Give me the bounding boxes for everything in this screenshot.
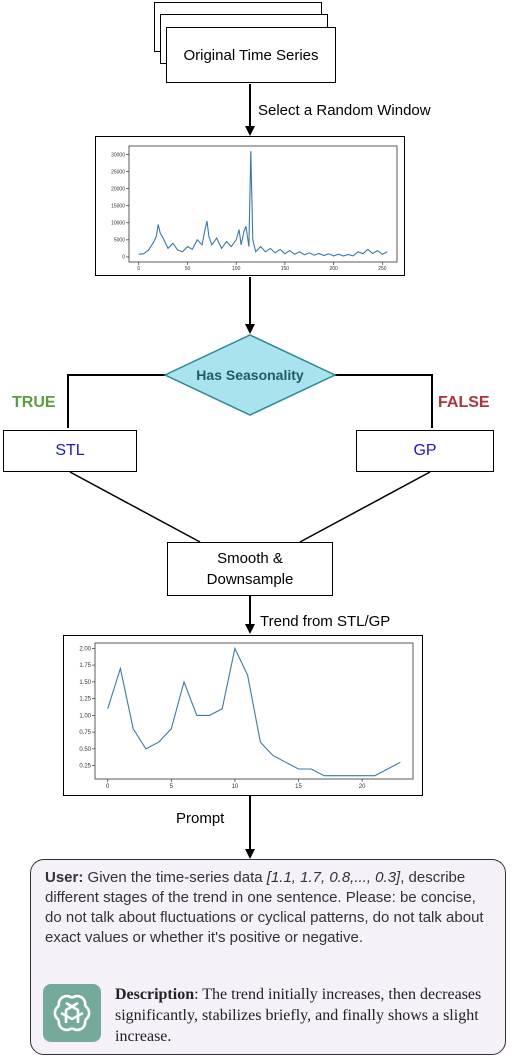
smooth-label-line1: Smooth & [217, 550, 283, 567]
y-tick-label: 20000 [111, 186, 125, 192]
series-line-2 [107, 646, 401, 777]
smooth-label-line2: Downsample [206, 571, 294, 588]
decision-label: Has Seasonality [196, 367, 304, 383]
x-tick-label: 0 [106, 784, 110, 790]
y-tick-label: 1.25 [79, 697, 91, 703]
description-text: Description: The trend initially increas… [115, 984, 495, 1047]
trend-label: Trend from STL/GP [260, 613, 391, 630]
user-text-part2: , describe different stages of the trend… [45, 869, 484, 946]
stl-label: STL [55, 442, 85, 459]
y-tick-label: 1.75 [79, 663, 91, 669]
true-branch-line [67, 374, 165, 428]
description-body: : The trend initially increases, then de… [115, 986, 482, 1045]
y-tick-label: 2.00 [79, 646, 91, 652]
y-tick-label: 0 [122, 255, 125, 261]
y-tick-label: 0.25 [79, 764, 91, 770]
false-branch-line [335, 374, 433, 428]
smooth-downsample-box: Smooth & Downsample [167, 542, 333, 596]
gp-box: GP [356, 430, 494, 472]
x-tick-label: 5 [170, 784, 174, 790]
y-tick-label: 1.50 [79, 680, 91, 686]
x-tick-label: 15 [295, 784, 302, 790]
x-tick-label: 250 [378, 266, 387, 272]
user-prompt-text: User: Given the time-series data [1.1, 1… [45, 868, 493, 948]
trend-chart-frame: 0 5 10 15 20 0.25 0.50 0.75 1.00 1.25 1.50 1.75 2.00 [63, 635, 423, 796]
original-time-series-box: Original Time Series [166, 27, 336, 83]
y-tick-label: 25000 [111, 169, 125, 175]
false-label: FALSE [438, 394, 490, 411]
original-series-chart: 0 50 100 150 200 250 0 5000 10000 15000 20000 25000… [111, 145, 398, 272]
user-text-part1: Given the time-series data [83, 869, 267, 886]
y-tick-label: 0.50 [79, 747, 91, 753]
y-tick-label: 1.00 [79, 713, 91, 719]
x-tick-label: 10 [232, 784, 239, 790]
stl-to-smooth-line [69, 471, 201, 543]
select-window-label: Select a Random Window [258, 102, 431, 119]
y-tick-label: 15000 [111, 203, 125, 209]
y-tick-label: 5000 [114, 238, 125, 244]
openai-logo-icon [43, 984, 101, 1042]
x-tick-label: 150 [281, 266, 290, 272]
x-tick-label: 0 [137, 266, 140, 272]
description-label: Description [115, 986, 195, 1003]
trend-chart: 0 5 10 15 20 0.25 0.50 0.75 1.00 1.25 1.50 1.75 2.00 [79, 642, 414, 790]
prompt-label: Prompt [176, 810, 225, 827]
original-chart-frame: 0 50 100 150 200 250 0 5000 10000 15000 20000 25000… [95, 136, 405, 276]
stl-box: STL [3, 430, 137, 472]
y-tick-label: 30000 [111, 152, 125, 158]
gp-label: GP [413, 442, 437, 459]
x-tick-label: 100 [232, 266, 241, 272]
decision-diamond [163, 334, 337, 416]
user-data: [1.1, 1.7, 0.8,..., 0.3] [266, 869, 401, 886]
gp-to-smooth-line [299, 471, 431, 543]
prompt-box: User: Given the time-series data [1.1, 1… [30, 859, 506, 1055]
y-tick-label: 0.75 [79, 730, 91, 736]
series-line-1 [138, 151, 388, 257]
plot-area-1 [128, 145, 398, 263]
original-time-series-label: Original Time Series [183, 46, 319, 64]
x-tick-label: 200 [329, 266, 338, 272]
user-label: User: [45, 869, 84, 886]
true-label: TRUE [12, 394, 56, 411]
x-tick-label: 20 [359, 784, 366, 790]
plot-area-2 [94, 642, 414, 780]
x-tick-label: 50 [185, 266, 191, 272]
y-tick-label: 10000 [111, 221, 125, 227]
